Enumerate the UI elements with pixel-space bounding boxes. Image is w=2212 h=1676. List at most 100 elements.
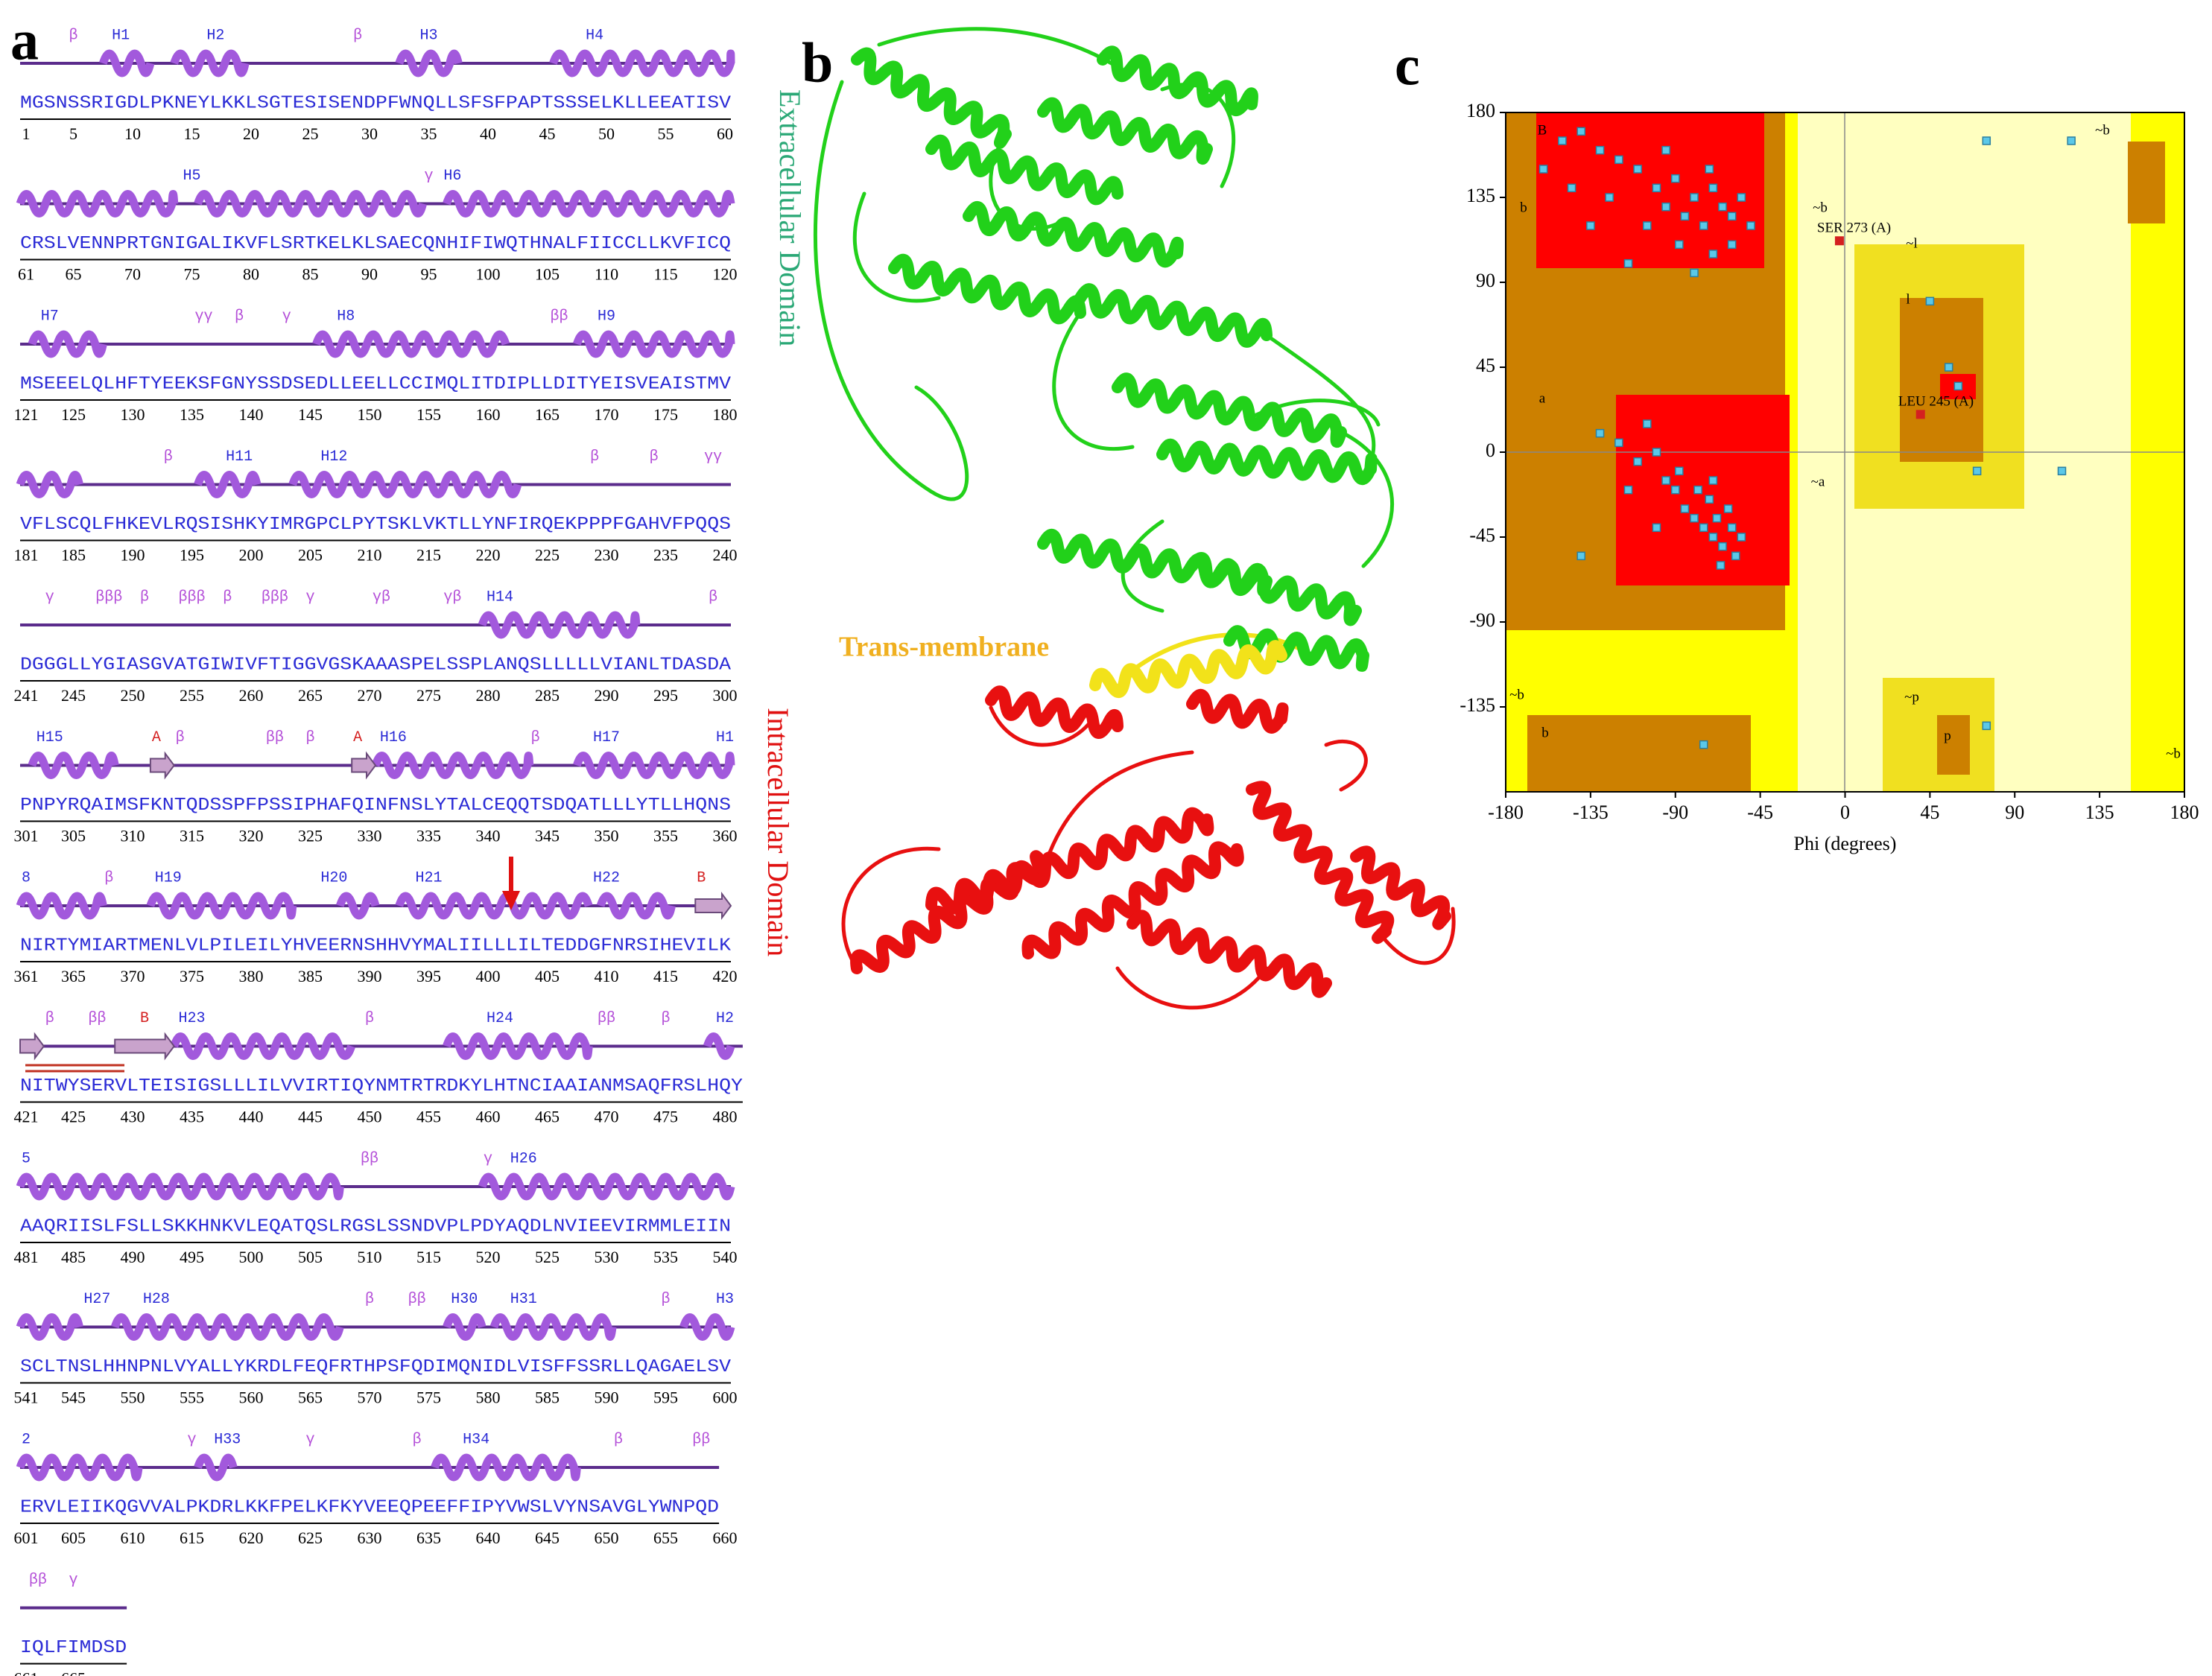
helix — [851, 47, 1012, 149]
point — [1718, 542, 1727, 551]
residue-number: 330 — [358, 827, 382, 845]
residue-number: 510 — [358, 1248, 382, 1266]
helix — [1186, 688, 1289, 734]
domain-label: Trans-membrane — [839, 632, 1049, 663]
residue-number: 390 — [358, 967, 382, 985]
ss-label: β — [650, 448, 659, 466]
residue-number: 540 — [713, 1248, 738, 1266]
residue-number: 45 — [539, 124, 556, 143]
ss-label: H22 — [593, 869, 620, 886]
residue-number: 520 — [476, 1248, 501, 1266]
residue-number: 255 — [180, 686, 204, 705]
ss-label: β — [306, 729, 315, 746]
point — [1718, 202, 1727, 212]
point — [1690, 193, 1699, 202]
residue-number: 655 — [653, 1529, 678, 1547]
helix — [478, 611, 641, 639]
residue-number: 370 — [121, 967, 145, 985]
residue-number: 80 — [243, 265, 259, 284]
point — [1633, 165, 1642, 174]
residue-number: 35 — [421, 124, 437, 143]
residue-number: 225 — [535, 546, 560, 565]
point — [1982, 721, 1991, 731]
point — [1690, 513, 1699, 523]
residue-number: 185 — [61, 546, 86, 565]
ss-label: γ — [306, 1431, 315, 1448]
ss-label: β — [164, 448, 173, 466]
residue-number: 635 — [416, 1529, 441, 1547]
annotated-point — [1834, 236, 1844, 246]
helix — [573, 330, 735, 358]
point — [1586, 221, 1595, 230]
sequence: ERVLEIIKQGVVALPKDRLKKFPELKFKYVEEQPEEFFIP… — [20, 1497, 719, 1517]
ss-label: βββ — [95, 588, 122, 606]
point — [1661, 202, 1670, 212]
residue-number: 525 — [535, 1248, 560, 1266]
helix — [573, 752, 735, 779]
residue-number: 5 — [69, 124, 77, 143]
residue-number: 335 — [416, 827, 441, 845]
residue-number: 445 — [298, 1108, 323, 1126]
point — [1652, 448, 1661, 457]
residue-number: 440 — [239, 1108, 264, 1126]
residue-number: 61 — [18, 265, 34, 284]
point — [1708, 476, 1718, 485]
ss-label: B — [697, 869, 706, 886]
residue-number: 125 — [61, 405, 86, 424]
residue-number: 150 — [358, 405, 382, 424]
residue-number: 425 — [61, 1108, 86, 1126]
x-tick-label: -90 — [1662, 802, 1688, 823]
residue-number: 195 — [180, 546, 204, 565]
panel-label: a — [10, 9, 39, 72]
point — [1576, 127, 1585, 136]
point — [1705, 495, 1714, 504]
point — [1716, 561, 1725, 570]
helix — [28, 330, 107, 358]
residue-number: 350 — [595, 827, 619, 845]
x-tick-label: 90 — [2005, 802, 2024, 823]
strand — [351, 751, 377, 780]
residue-number: 665 — [61, 1669, 86, 1676]
helix — [1126, 910, 1332, 998]
residue-number: 590 — [595, 1388, 619, 1407]
residue-number: 50 — [598, 124, 615, 143]
region-core — [1616, 395, 1790, 585]
point — [1614, 155, 1623, 165]
helix — [1089, 640, 1288, 699]
residue-number: 280 — [476, 686, 501, 705]
residue-number: 65 — [66, 265, 82, 284]
ss-label: γ — [69, 1572, 78, 1589]
x-tick-label: 0 — [1840, 802, 1850, 823]
annotated-point — [1915, 410, 1925, 419]
strand — [149, 751, 175, 780]
helix — [1037, 97, 1213, 165]
residue-number: 85 — [302, 265, 319, 284]
x-tick-label: 135 — [2085, 802, 2114, 823]
sequence: DGGGLLYGIASGVATGIWIVFTIGGVGSKAAASPELSSPL… — [20, 655, 732, 675]
residue-number: 435 — [180, 1108, 204, 1126]
x-tick-label: 45 — [1920, 802, 1939, 823]
ss-label: β — [45, 1010, 54, 1027]
ss-label: β — [413, 1431, 422, 1448]
ss-label: H34 — [463, 1431, 489, 1448]
ss-label: H2 — [716, 1010, 734, 1027]
residue-number: 485 — [61, 1248, 86, 1266]
domain-label: Intracellular Domain — [761, 708, 795, 956]
helix — [170, 1032, 355, 1060]
point — [1746, 221, 1755, 230]
point — [1675, 240, 1684, 250]
sequence: AAQRIISLFSLLSKKHNKVLEQATQSLRGSLSSNDVPLPD… — [20, 1216, 731, 1237]
residue-number: 365 — [61, 967, 86, 985]
point — [1623, 258, 1633, 268]
residue-number: 15 — [184, 124, 200, 143]
residue-number: 30 — [361, 124, 378, 143]
arrow-head — [502, 891, 520, 910]
residue-number: 205 — [298, 546, 323, 565]
y-tick-label: -45 — [1469, 524, 1495, 546]
residue-number: 545 — [61, 1388, 86, 1407]
x-tick-label: -45 — [1747, 802, 1773, 823]
ss-label: γγ — [194, 308, 212, 325]
residue-number: 660 — [713, 1529, 738, 1547]
residue-number: 75 — [184, 265, 200, 284]
